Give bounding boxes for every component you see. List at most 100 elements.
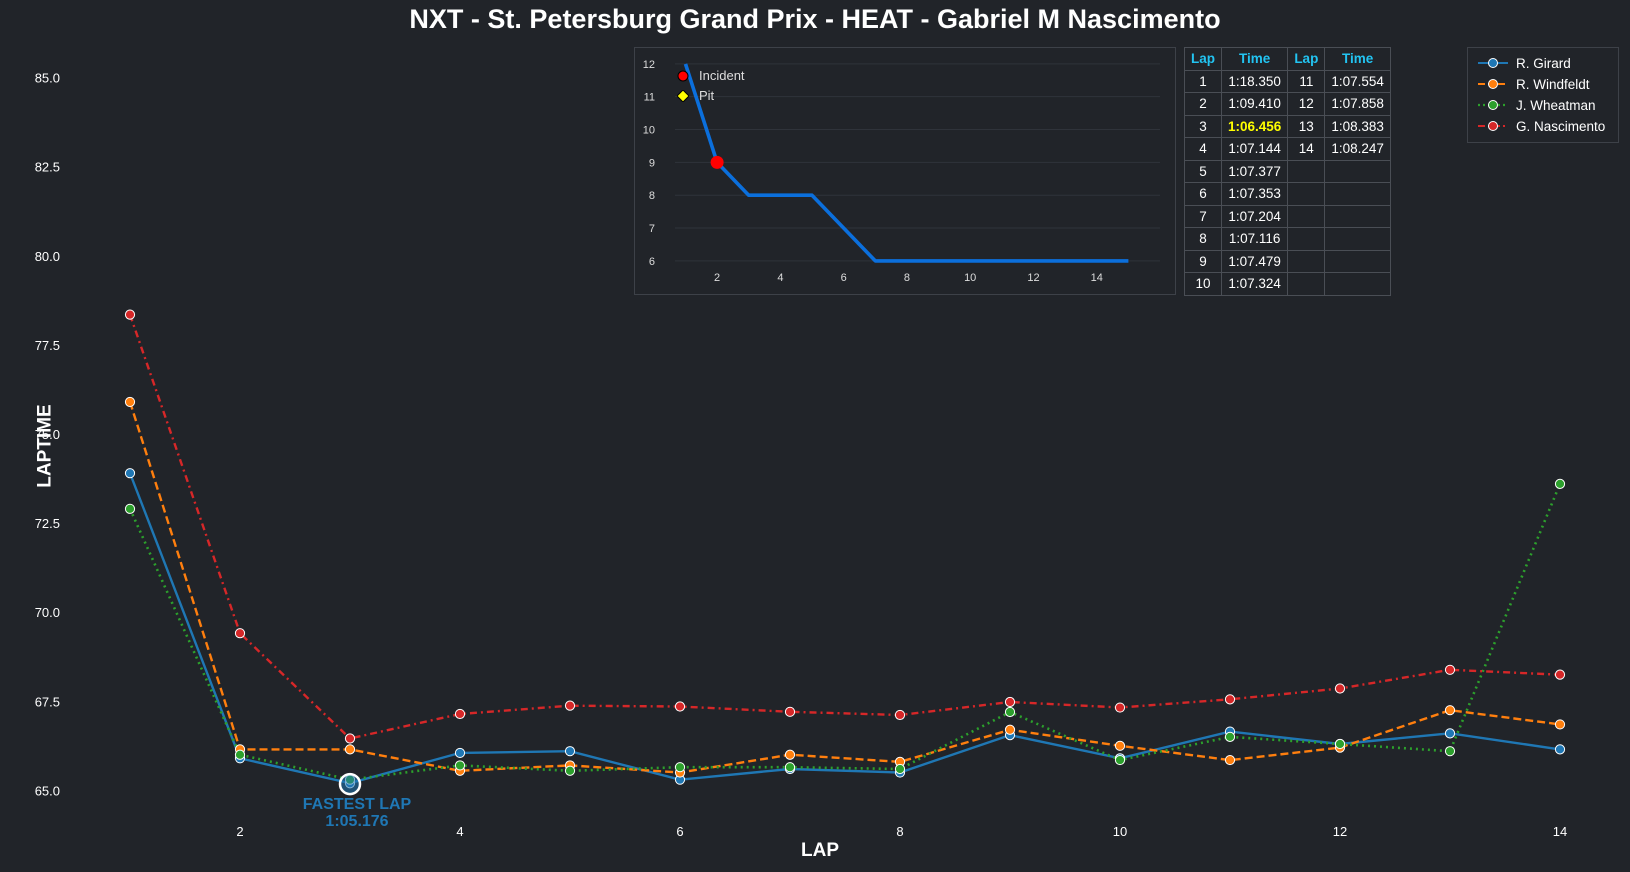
lap-number-cell: 6 [1183,182,1223,206]
lap-time-cell: 1:18.350 [1221,69,1289,93]
data-point-0 [454,747,466,759]
y-axis-label: LAPTIME [34,404,56,488]
y-tick-label: 65.0 [35,783,60,798]
inset-legend-pit-label: Pit [699,88,715,103]
lap-time-cell: 1:07.353 [1221,182,1289,206]
lap-number-cell: 5 [1183,159,1223,183]
inset-y-tick-label: 7 [649,223,655,235]
lap-number-cell [1287,272,1326,296]
x-tick-label: 12 [1333,824,1347,839]
legend-label: J. Wheatman [1516,97,1596,113]
inset-legend-incident-label: Incident [699,68,745,83]
lap-time-cell: 1:07.144 [1221,137,1289,161]
lap-number-cell [1287,227,1326,251]
lap-number-cell: 3 [1183,114,1223,138]
y-tick-label: 75.0 [35,427,60,442]
data-point-2 [1224,731,1236,743]
inset-y-tick-label: 6 [649,256,655,268]
lap-time-cell: 1:07.479 [1221,249,1289,273]
inset-x-tick-label: 12 [1027,272,1039,284]
lap-table-row: 4 1:07.144 14 1:08.247 [1183,137,1391,161]
y-tick-label: 82.5 [35,160,60,175]
chart-title: NXT - St. Petersburg Grand Prix - HEAT -… [409,4,1221,34]
lap-time-cell: 1:07.116 [1221,227,1289,251]
lap-time-cell: 1:07.324 [1221,272,1289,296]
time-header: Time [1221,47,1289,71]
x-tick-label: 6 [676,824,683,839]
lap-header: Lap [1287,47,1326,71]
legend-label: G. Nascimento [1516,118,1606,134]
lap-table-row: 1 1:18.350 11 1:07.554 [1183,69,1391,93]
lap-time-cell [1324,204,1391,228]
lap-number-cell: 9 [1183,249,1223,273]
inset-y-tick-label: 12 [643,59,655,71]
lap-table-row: 7 1:07.204 [1183,204,1391,228]
y-tick-label: 85.0 [35,71,60,86]
series-line-2 [128,483,1562,782]
inset-y-tick-label: 9 [649,157,655,169]
inset-legend-incident: Incident [677,68,745,83]
x-tick-label: 2 [236,824,243,839]
lap-time-cell [1324,182,1391,206]
y-tick-label: 77.5 [35,338,60,353]
lap-number-cell: 8 [1183,227,1223,251]
lap-time-cell [1324,272,1391,296]
data-point-2 [894,763,906,775]
lap-number-cell: 2 [1183,92,1223,116]
lap-table-row: 9 1:07.479 [1183,249,1391,273]
inset-x-tick-label: 6 [841,272,847,284]
series-line-0 [128,472,1561,785]
data-point-1 [1444,705,1456,716]
y-tick-label: 80.0 [35,249,60,264]
time-header: Time [1324,47,1391,71]
data-point-1 [1554,719,1566,730]
fastest-lap-annotation: FASTEST LAP 1:05.176 [303,796,411,830]
data-point-1 [1114,740,1126,751]
position-line [683,63,1129,263]
lap-time-cell: 1:07.204 [1221,204,1289,228]
legend-label: R. Girard [1516,55,1571,71]
data-point-3 [1554,669,1566,680]
lap-time-cell [1324,159,1391,183]
data-point-2 [454,760,466,771]
y-tick-label: 67.5 [35,694,60,709]
data-point-3 [1444,664,1456,675]
data-point-3 [344,733,356,744]
lap-time-cell: 1:07.554 [1324,69,1391,93]
data-point-0 [1444,728,1456,739]
legend-item-nascimento: G. Nascimento [1478,116,1605,136]
data-point-3 [1114,702,1126,713]
lap-number-cell: 13 [1287,114,1326,138]
data-point-2 [124,503,136,514]
x-tick-label: 14 [1553,824,1567,839]
lap-times-table: Lap Time Lap Time 1 1:18.350 11 1:07.554 2 1:… [1183,47,1391,296]
series-line-1 [128,401,1561,774]
data-point-3 [784,706,796,717]
data-point-2 [1334,738,1346,750]
lap-number-cell: 11 [1287,69,1326,93]
data-point-3 [674,701,686,712]
x-tick-label: 8 [896,824,903,839]
x-tick-label: 10 [1113,824,1127,839]
lap-table-row: 5 1:07.377 [1183,159,1391,183]
inset-x-tick-label: 8 [904,272,910,284]
fastest-lap-time: 1:05.176 [325,813,389,830]
position-chart-svg: 6 7 8 9 10 11 12 2 4 6 8 10 12 14 [643,59,1160,284]
legend-line-icon [1478,79,1508,89]
lap-number-cell: 10 [1183,272,1223,296]
legend-item-girard: R. Girard [1478,53,1571,73]
incident-marker-icon [677,70,689,81]
data-point-0 [564,746,576,757]
lap-time-cell [1324,249,1391,273]
legend-line-icon [1478,100,1508,110]
incident-marker [710,155,724,169]
inset-legend-pit: Pit [677,88,714,103]
lap-table-header-row: Lap Time Lap Time [1183,47,1391,71]
x-tick-label: 4 [456,824,463,839]
lap-number-cell: 4 [1183,137,1223,161]
data-point-2 [1554,478,1566,489]
data-point-1 [124,396,136,408]
inset-y-tick-label: 8 [649,190,655,202]
data-point-2 [784,762,796,773]
chart-legend: R. Girard R. Windfeldt J. Wheatman G. Na… [1467,47,1619,143]
